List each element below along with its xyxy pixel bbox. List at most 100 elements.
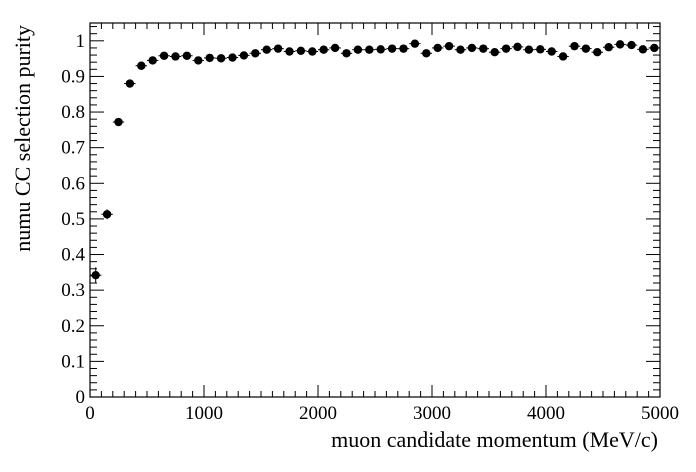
data-point [489, 48, 501, 57]
x-tick-label: 1000 [185, 403, 223, 424]
x-tick-label: 5000 [641, 403, 679, 424]
data-point [625, 40, 638, 50]
point-marker [365, 45, 374, 54]
data-point [432, 43, 444, 53]
y-tick-label: 0.7 [61, 138, 85, 159]
point-marker [194, 56, 203, 65]
data-point [318, 45, 330, 54]
data-point [420, 49, 432, 58]
data-point [523, 45, 535, 54]
y-tick-label: 0.3 [61, 280, 85, 301]
plot-frame [89, 22, 661, 398]
x-tick-label: 2000 [299, 403, 337, 424]
point-marker [273, 44, 283, 53]
point-marker [216, 54, 226, 63]
point-marker [319, 45, 328, 54]
point-marker [205, 53, 214, 63]
data-point [568, 41, 581, 51]
data-point [466, 43, 478, 53]
data-point [204, 53, 216, 63]
data-point [397, 44, 410, 53]
data-point [283, 47, 296, 56]
point-marker [228, 53, 237, 62]
point-marker [433, 43, 442, 53]
data-point [614, 40, 626, 49]
data-point [386, 44, 398, 53]
point-marker [444, 41, 454, 51]
data-point [500, 44, 512, 53]
data-point [580, 44, 592, 53]
data-point [375, 45, 387, 54]
data-point [363, 45, 375, 54]
data-point [169, 52, 182, 61]
point-marker [604, 43, 613, 52]
point-marker [627, 40, 636, 50]
point-marker [593, 48, 602, 57]
point-marker [410, 39, 420, 48]
data-point [443, 41, 455, 51]
point-marker [330, 43, 340, 53]
data-point [511, 42, 524, 52]
point-marker [638, 45, 648, 54]
data-point [591, 48, 603, 57]
y-tick-label: 0.5 [61, 209, 85, 230]
data-point [272, 44, 284, 53]
data-point [112, 117, 125, 127]
data-point [546, 47, 558, 56]
data-points [90, 39, 660, 284]
data-point [192, 56, 204, 65]
point-marker [558, 52, 568, 61]
point-marker [456, 45, 465, 54]
tick-labels: 0 1000 2000 3000 4000 5000 0 0.1 0.2 0.3 0.4 0.5 0.6… [61, 31, 679, 424]
point-marker [148, 56, 157, 65]
data-point [181, 51, 193, 60]
data-point [352, 45, 364, 54]
x-tick-label: 0 [85, 403, 95, 424]
data-point [238, 51, 250, 60]
y-tick-label: 1 [76, 31, 86, 52]
point-marker [387, 44, 397, 53]
data-point [295, 46, 307, 55]
point-marker [581, 44, 591, 53]
data-point [101, 209, 113, 220]
point-marker [536, 45, 545, 54]
point-marker [182, 51, 192, 60]
y-tick-label: 0.1 [61, 351, 85, 372]
point-marker [102, 210, 112, 219]
data-point [306, 47, 318, 56]
point-marker [125, 79, 135, 88]
y-tick-label: 0.2 [61, 316, 85, 337]
data-point [261, 45, 273, 54]
point-marker [91, 270, 100, 280]
y-tick-label: 0.9 [61, 66, 85, 87]
data-point [534, 45, 546, 54]
point-marker [296, 46, 306, 55]
data-point [90, 267, 102, 284]
data-point [147, 56, 159, 65]
data-point [477, 44, 489, 53]
point-marker [251, 49, 260, 58]
point-marker [399, 44, 408, 53]
data-point [648, 43, 660, 53]
x-tick-label: 3000 [413, 403, 451, 424]
x-axis-label: muon candidate momentum (MeV/c) [331, 427, 658, 452]
y-axis-label: numu CC selection purity [10, 25, 35, 252]
x-tick-label: 4000 [527, 403, 565, 424]
point-marker [137, 61, 146, 70]
data-point [409, 39, 421, 48]
point-marker [501, 44, 511, 53]
data-point [603, 43, 615, 52]
data-point [124, 79, 136, 88]
tick-marks [89, 23, 661, 398]
point-marker [376, 45, 385, 54]
point-marker [615, 40, 625, 49]
data-point [135, 61, 147, 70]
point-marker [353, 45, 363, 54]
point-marker [479, 44, 488, 53]
data-point [215, 54, 227, 63]
data-point [249, 49, 261, 58]
data-point [454, 45, 467, 54]
point-marker [467, 43, 477, 53]
point-marker [285, 47, 294, 56]
